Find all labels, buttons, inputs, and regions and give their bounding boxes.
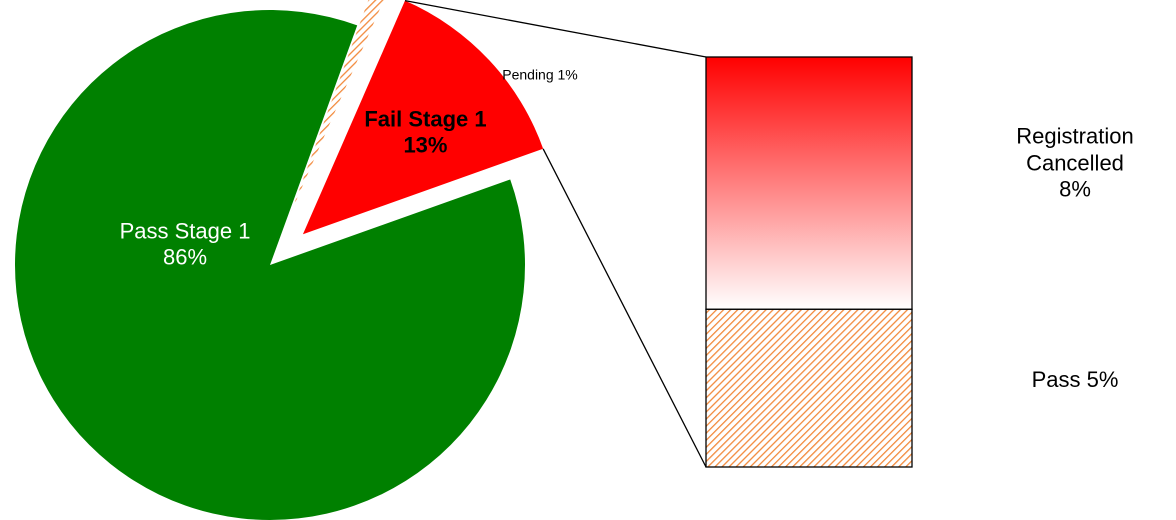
slice-name: Pass Stage 1 (119, 218, 251, 244)
slice-name: Fail Stage 1 (364, 106, 487, 132)
slice-value-label: 1% (557, 66, 578, 83)
connector-line (542, 148, 707, 468)
slice-label: Pending 1% (502, 67, 578, 84)
bar-label: Pass 5% (1000, 367, 1150, 393)
slice-label: Fail Stage 1 13% (364, 106, 486, 159)
bar-value-label: 5% (1086, 366, 1119, 392)
bar-segment (705, 56, 913, 310)
connector-line (404, 0, 707, 58)
slice-name: Pending (502, 66, 554, 83)
bar-segment (705, 308, 913, 468)
bar-name: Registration Cancelled (1016, 123, 1134, 175)
bar-name: Pass (1031, 366, 1081, 392)
pie-slice (291, 0, 384, 212)
slice-value-label: 86% (162, 245, 208, 270)
bar-value-label: 8% (1059, 176, 1091, 202)
slice-value-label: 13% (403, 132, 448, 158)
bar-label: Registration Cancelled 8% (1000, 124, 1150, 203)
pie-slice (302, 0, 544, 235)
pie-slice (15, 10, 525, 520)
slice-label: Pass Stage 1 86% (120, 219, 251, 272)
